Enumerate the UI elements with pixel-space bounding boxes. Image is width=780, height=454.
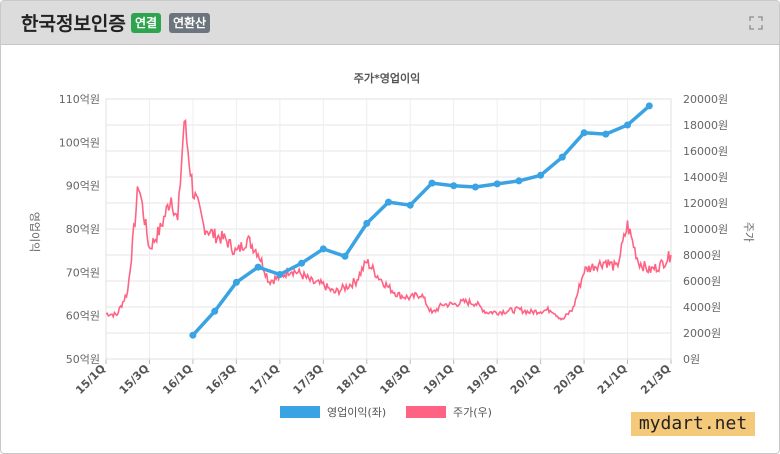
y-left-tick-label: 60억원 [66, 310, 100, 323]
y-right-label: 주가 [742, 222, 755, 242]
x-tick-label: 16/1Q [160, 362, 195, 397]
y-right-tick-label: 12000원 [683, 197, 728, 210]
y-left-tick-label: 70억원 [66, 266, 100, 279]
y-left-tick-label: 100억원 [59, 136, 100, 149]
op-income-point[interactable] [493, 180, 501, 188]
chart-title: 주가*영업이익 [354, 71, 420, 85]
op-income-point[interactable] [602, 130, 610, 138]
x-axis: 15/1Q 15/3Q 16/1Q 16/3Q 17/1Q 17/3Q 18/1Q 18/3Q… [73, 362, 673, 397]
plot-area-border [105, 98, 672, 360]
x-tick-label: 17/1Q [247, 362, 282, 397]
op-income-point[interactable] [450, 182, 458, 190]
op-income-point[interactable] [319, 245, 327, 253]
y-right-tick-label: 2000원 [683, 327, 721, 340]
legend-label-price[interactable]: 주가(우) [453, 406, 492, 419]
y-right-tick-label: 6000원 [683, 275, 721, 288]
legend-label-op-income[interactable]: 영업이익(좌) [327, 406, 386, 419]
x-tick-label: 18/3Q [377, 362, 412, 397]
op-income-point[interactable] [645, 102, 653, 110]
y-left-tick-label: 50억원 [66, 353, 100, 366]
op-income-point[interactable] [189, 331, 197, 339]
x-tick-label: 19/3Q [464, 362, 499, 397]
op-income-point[interactable] [580, 129, 588, 137]
op-income-point[interactable] [558, 153, 566, 161]
consolidated-badge[interactable]: 연결 [131, 13, 162, 33]
x-tick-label: 16/3Q [204, 362, 239, 397]
op-income-point[interactable] [624, 121, 631, 129]
y-left-tick-label: 110억원 [59, 93, 100, 106]
x-tick-label: 15/3Q [117, 362, 152, 397]
card-header: 한국정보인증 연결 연환산 [1, 1, 779, 45]
op-income-point[interactable] [406, 201, 414, 209]
legend: 영업이익(좌) 주가(우) [280, 406, 492, 419]
op-income-line [191, 104, 651, 337]
y-right-axis: 0원 2000원 4000원 6000원 8000원 10000원 12000원 14000원… [683, 93, 728, 366]
price-line [105, 118, 672, 321]
chart-svg: 주가*영업이익 50억원 60억원 70억원 80억원 90억원 100억원 110억원 0… [28, 71, 755, 419]
x-tick-label: 19/1Q [421, 362, 456, 397]
y-right-tick-label: 0원 [683, 353, 700, 366]
op-income-point[interactable] [298, 259, 306, 267]
x-tick-label: 18/1Q [334, 362, 369, 397]
y-right-tick-label: 14000원 [683, 171, 728, 184]
op-income-point[interactable] [341, 252, 349, 260]
op-income-point[interactable] [537, 171, 545, 179]
op-income-point[interactable] [515, 177, 523, 185]
op-income-point[interactable] [428, 179, 436, 187]
y-left-label: 영업이익 [28, 212, 41, 252]
op-income-point[interactable] [471, 183, 479, 191]
grid-lines [105, 98, 672, 364]
x-tick-label: 20/3Q [551, 362, 586, 397]
y-left-tick-label: 90억원 [66, 180, 100, 193]
y-left-axis: 50억원 60억원 70억원 80억원 90억원 100억원 110억원 [59, 93, 100, 366]
op-income-point[interactable] [385, 198, 392, 206]
y-left-tick-label: 80억원 [66, 223, 100, 236]
x-tick-label: 21/1Q [595, 362, 630, 397]
annualized-badge[interactable]: 연환산 [169, 13, 211, 33]
x-tick-label: 20/1Q [508, 362, 543, 397]
x-tick-label: 15/1Q [73, 362, 108, 397]
y-right-tick-label: 10000원 [683, 223, 728, 236]
op-income-point[interactable] [254, 263, 262, 271]
op-income-point[interactable] [211, 307, 219, 315]
y-right-tick-label: 18000원 [683, 119, 728, 132]
y-right-tick-label: 20000원 [683, 93, 728, 106]
y-right-tick-label: 4000원 [683, 301, 721, 314]
y-right-tick-label: 16000원 [683, 145, 728, 158]
x-tick-label: 17/3Q [291, 362, 326, 397]
expand-icon[interactable] [749, 16, 763, 30]
watermark: mydart.net [631, 412, 755, 436]
x-tick-label: 21/3Q [638, 362, 673, 397]
op-income-point[interactable] [276, 271, 284, 278]
price-series [105, 118, 672, 321]
legend-swatch-price[interactable] [406, 406, 446, 418]
y-right-tick-label: 8000원 [683, 249, 721, 262]
op-income-point[interactable] [232, 278, 240, 286]
op-income-series [189, 102, 653, 339]
company-title: 한국정보인증 [21, 13, 126, 35]
legend-swatch-op-income[interactable] [280, 406, 320, 418]
op-income-point[interactable] [363, 219, 371, 227]
